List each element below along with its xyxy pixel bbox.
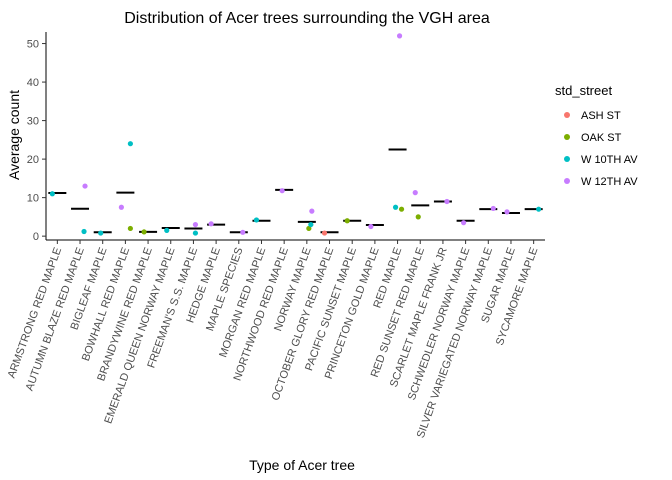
y-tick-label: 50: [27, 39, 39, 51]
data-point: [490, 205, 496, 212]
legend-key: [564, 178, 570, 184]
data-point: [392, 204, 399, 210]
data-point: [444, 198, 450, 205]
legend-label: W 12TH AV: [581, 176, 638, 188]
y-axis: 0 10 20 30 40 50: [27, 32, 47, 243]
plot-area: [48, 33, 543, 236]
data-point: [81, 228, 87, 235]
data-point: [208, 221, 214, 227]
legend-key: [564, 134, 570, 140]
legend-key: [564, 112, 570, 118]
data-point: [49, 191, 55, 197]
data-point: [164, 227, 170, 233]
legend-label: OAK ST: [581, 132, 622, 144]
y-axis-label: Average count: [6, 90, 22, 180]
data-point: [504, 209, 510, 215]
legend-title: std_street: [555, 83, 612, 98]
data-point: [240, 229, 246, 235]
legend: std_street ASH ST OAK ST W 10TH AV W 12TH A…: [555, 83, 638, 188]
data-point: [127, 141, 133, 147]
y-tick-label: 30: [27, 116, 39, 128]
data-point: [398, 206, 405, 212]
data-point: [82, 183, 88, 189]
data-point: [279, 188, 285, 194]
data-point: [309, 208, 315, 214]
data-point: [415, 214, 421, 220]
data-point: [118, 204, 124, 210]
data-point: [141, 229, 147, 235]
data-point: [321, 230, 328, 236]
legend-label: ASH ST: [581, 110, 621, 122]
data-point: [412, 190, 418, 196]
data-point: [98, 230, 104, 236]
y-tick-label: 40: [27, 77, 39, 89]
y-tick-label: 10: [27, 193, 39, 205]
x-axis-label: Type of Acer tree: [249, 457, 355, 473]
y-tick-label: 20: [27, 154, 39, 166]
data-point: [192, 221, 199, 228]
legend-label: W 10TH AV: [581, 154, 638, 166]
y-tick-label: 0: [33, 231, 39, 243]
data-point: [368, 223, 374, 230]
data-point: [306, 225, 312, 232]
legend-key: [564, 156, 570, 162]
data-point: [536, 206, 542, 212]
data-point: [344, 218, 350, 224]
data-point: [396, 33, 403, 39]
data-point: [127, 225, 133, 232]
data-point: [192, 230, 199, 236]
chart-title: Distribution of Acer trees surrounding t…: [124, 10, 490, 27]
data-point: [253, 217, 260, 223]
data-point: [308, 221, 314, 228]
data-point: [461, 220, 467, 226]
